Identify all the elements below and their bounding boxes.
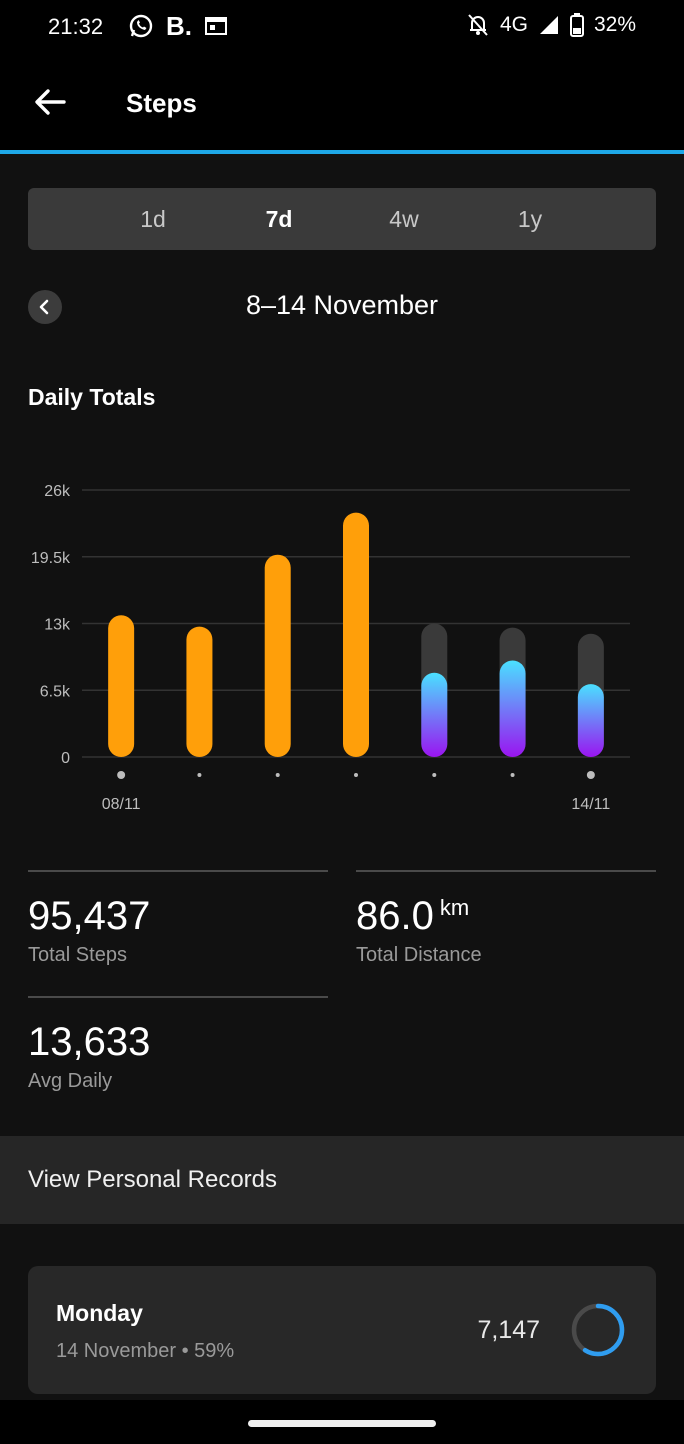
step-bar[interactable] [343, 512, 369, 757]
total-distance-stat: 86.0 km Total Distance [356, 870, 656, 980]
distance-unit: km [439, 895, 470, 920]
total-distance-value: 86.0 km [356, 894, 469, 939]
day-steps: 7,147 [477, 1316, 540, 1344]
tab-1y[interactable]: 1y [517, 206, 543, 232]
system-nav-bar [0, 1400, 684, 1444]
total-steps-value: 95,437 [28, 894, 151, 938]
x-tick-dot [275, 773, 280, 777]
booking-b-icon: B. [166, 11, 192, 41]
network-type: 4G [499, 13, 528, 36]
divider [356, 870, 656, 872]
day-summary-card[interactable]: Monday 14 November • 59% 7,147 [28, 1266, 656, 1394]
divider [28, 996, 328, 998]
signal-icon [539, 16, 558, 34]
y-tick-label: 19.5k [31, 550, 71, 567]
view-personal-records-button[interactable]: View Personal Records [0, 1136, 684, 1224]
total-steps-label: Total Steps [28, 944, 127, 966]
step-bar[interactable] [108, 615, 135, 757]
day-name: Monday [56, 1300, 143, 1326]
x-tick-label: 14/11 [571, 796, 610, 813]
avg-daily-label: Avg Daily [28, 1070, 113, 1092]
y-tick-label: 26k [44, 483, 71, 500]
status-time: 21:32 [48, 14, 104, 39]
page-title: Steps [126, 88, 197, 118]
step-bar[interactable] [499, 660, 526, 757]
distance-number: 86.0 [356, 894, 434, 938]
tab-4w[interactable]: 4w [389, 206, 419, 232]
x-tick-dot [586, 771, 595, 779]
tab-1d[interactable]: 1d [140, 206, 166, 232]
y-tick-label: 13k [44, 617, 71, 634]
step-bar[interactable] [577, 684, 604, 757]
previous-period-button[interactable] [28, 290, 62, 324]
app-bar: Steps [0, 56, 684, 151]
day-subtitle: 14 November • 59% [56, 1340, 235, 1362]
tab-7d[interactable]: 7d [265, 206, 293, 232]
step-bar[interactable] [421, 672, 448, 757]
x-tick-dot [117, 771, 126, 779]
x-tick-dot [432, 773, 437, 777]
total-distance-label: Total Distance [356, 944, 482, 966]
y-tick-label: 0 [61, 750, 70, 767]
x-tick-dot [510, 773, 515, 777]
period-title: 8–14 November [245, 290, 439, 320]
total-steps-stat: 95,437 Total Steps [28, 870, 328, 980]
back-arrow-icon[interactable] [30, 82, 70, 122]
x-tick-dot [354, 773, 358, 777]
notifications-off-icon [468, 14, 488, 36]
daily-steps-chart: 26k 19.5k 13k 6.5k 0 08/11 14/11 [31, 483, 630, 813]
section-title: Daily Totals [28, 384, 156, 410]
x-tick-label: 08/11 [102, 796, 141, 813]
home-indicator[interactable] [248, 1420, 436, 1427]
avg-daily-stat: 13,633 Avg Daily [28, 996, 328, 1106]
avg-daily-value: 13,633 [28, 1020, 151, 1064]
battery-percent: 32% [593, 13, 636, 36]
step-bar[interactable] [186, 626, 213, 757]
records-label: View Personal Records [28, 1166, 278, 1193]
calendar-icon [205, 17, 227, 35]
progress-ring [571, 1303, 625, 1357]
whatsapp-icon [129, 14, 153, 38]
divider [28, 870, 328, 872]
status-bar: 21:32 B. 4G 32% [0, 0, 684, 56]
y-tick-label: 6.5k [40, 683, 71, 700]
accent-divider [0, 150, 684, 154]
range-selector: 1d 7d 4w 1y [28, 188, 656, 250]
battery-icon [569, 13, 584, 37]
x-tick-dot [197, 773, 202, 777]
chevron-left-icon [39, 299, 49, 315]
step-bar[interactable] [264, 554, 291, 757]
